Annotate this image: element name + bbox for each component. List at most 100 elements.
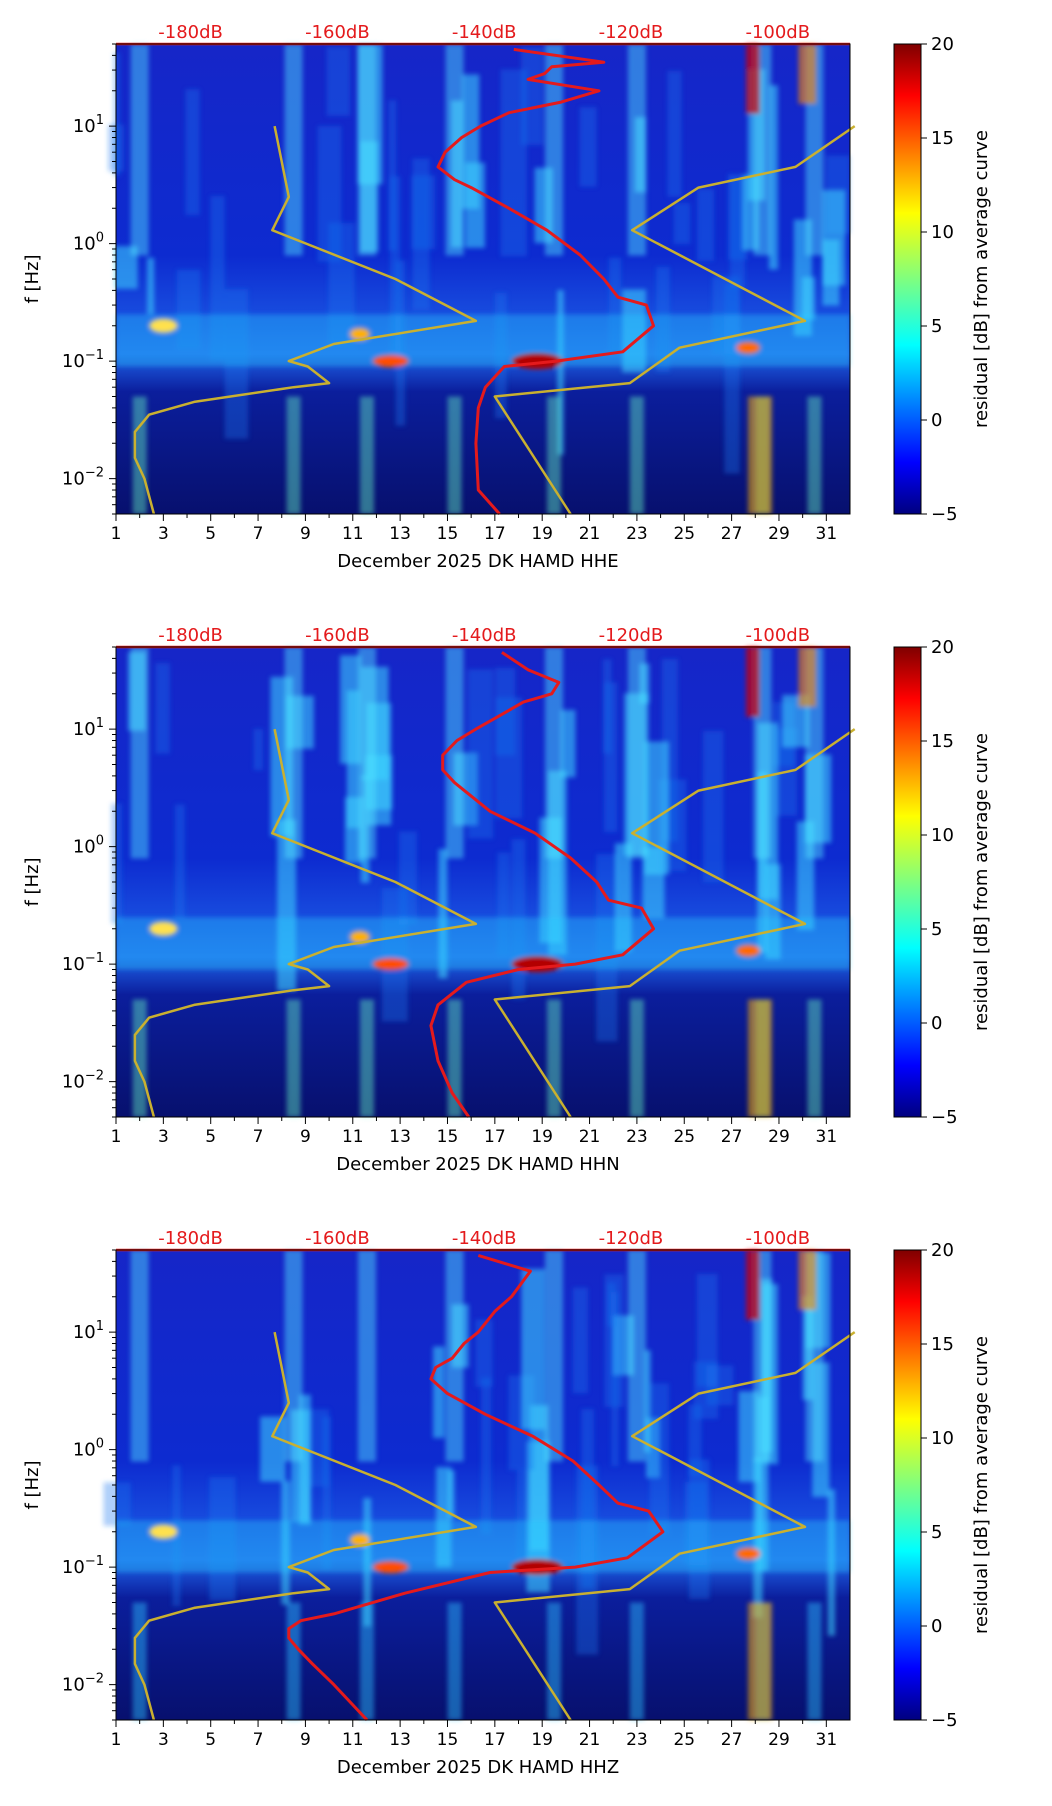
heatmap-streak (629, 396, 644, 514)
colorbar-tick-label: 5 (931, 1522, 942, 1543)
heatmap-streak (284, 44, 303, 256)
top-axis-label: -100dB (745, 625, 810, 646)
colorbar-tick-label: 10 (931, 222, 954, 243)
hotspot (349, 328, 370, 341)
x-tick-label: 1 (111, 1127, 122, 1147)
heatmap-streak (447, 999, 462, 1117)
x-axis-label: December 2025 DK HAMD HHN (336, 1154, 619, 1175)
x-tick-label: 5 (205, 1730, 216, 1750)
heatmap-streak (447, 1602, 462, 1720)
y-tick-label: 100 (73, 231, 104, 255)
heatmap-streak (155, 662, 170, 754)
colorbar-tick-label: 15 (931, 128, 954, 149)
heatmap-streak (357, 44, 376, 256)
heatmap-texture (103, 1250, 850, 1720)
microseism-band (116, 1520, 850, 1573)
heatmap-streak (644, 1350, 651, 1453)
heatmap-streak (286, 999, 301, 1117)
heatmap-streak (627, 1250, 646, 1462)
x-tick-label: 25 (673, 524, 695, 544)
heatmap-streak (462, 74, 480, 209)
top-axis-label: -180dB (158, 625, 223, 646)
top-axis-label: -160dB (305, 22, 370, 43)
x-tick-label: 11 (342, 1127, 364, 1147)
colorbar: 20 15 10 5 0 −5 residual [dB] from average cur… (893, 1240, 992, 1731)
heatmap-streak (516, 1469, 528, 1570)
heatmap-streak (132, 1602, 147, 1720)
x-tick-label: 23 (626, 524, 648, 544)
x-tick-label: 21 (579, 1730, 601, 1750)
colorbar-tick-label: 15 (931, 1334, 954, 1355)
hotspot (736, 341, 761, 354)
x-tick-label: 3 (158, 524, 169, 544)
hotspot (745, 647, 760, 717)
heatmap-streak (132, 396, 147, 514)
heatmap-streak (326, 47, 351, 116)
y-tick-label: 10−2 (62, 1069, 104, 1093)
x-tick-label: 19 (531, 1730, 553, 1750)
x-tick-label: 17 (484, 1127, 506, 1147)
hotspot (748, 999, 773, 1117)
top-axis-label: -160dB (305, 625, 370, 646)
heatmap-streak (697, 188, 715, 261)
heatmap-streak (495, 697, 523, 819)
x-axis-label: December 2025 DK HAMD HHE (337, 551, 618, 572)
heatmap-streak (388, 100, 397, 251)
x-tick-label: 27 (721, 1127, 743, 1147)
x-tick-label: 31 (816, 1730, 838, 1750)
y-tick-label: 10−1 (62, 1554, 104, 1578)
colorbar: 20 15 10 5 0 −5 residual [dB] from average cur… (893, 637, 992, 1128)
heatmap-streak (807, 396, 822, 514)
noise-model-curve (133, 728, 478, 1118)
x-tick-label: 11 (342, 524, 364, 544)
x-axis-label: December 2025 DK HAMD HHZ (337, 1757, 619, 1778)
colorbar-label: residual [dB] from average curve (971, 1336, 992, 1634)
heatmap-streak (606, 1282, 616, 1327)
x-tick-label: 11 (342, 1730, 364, 1750)
heatmap-streak (629, 1602, 644, 1720)
heatmap-streak (175, 804, 185, 918)
y-tick-label: 101 (73, 1319, 104, 1343)
x-tick-label: 3 (158, 1730, 169, 1750)
y-tick-label: 10−1 (62, 348, 104, 372)
y-axis-label: f [Hz] (22, 857, 43, 906)
hotspot (372, 958, 409, 971)
hotspot (745, 1250, 760, 1320)
heatmap-streak (389, 176, 401, 355)
noise-model-curve (133, 1331, 478, 1721)
microseism-band (116, 917, 850, 970)
x-tick-label: 25 (673, 1730, 695, 1750)
x-tick-label: 9 (300, 1730, 311, 1750)
top-axis-label: -140dB (452, 625, 517, 646)
x-tick-label: 7 (253, 1127, 264, 1147)
heatmap-streak (481, 1377, 492, 1534)
x-tick-label: 15 (437, 1730, 459, 1750)
x-tick-label: 3 (158, 1127, 169, 1147)
heatmap-streak (822, 239, 840, 306)
x-tick-label: 17 (484, 1730, 506, 1750)
heatmap-streak (322, 1416, 331, 1570)
x-tick-label: 7 (253, 524, 264, 544)
top-axis-label: -100dB (745, 1228, 810, 1249)
heatmap-streak (603, 682, 618, 833)
heatmap-streak (475, 1319, 493, 1387)
colorbar-tick-label: −5 (931, 1107, 958, 1128)
heatmap-streak (757, 1396, 769, 1572)
x-tick-label: 1 (111, 1730, 122, 1750)
heatmap-streak (346, 690, 360, 829)
heatmap-streak (649, 1383, 670, 1534)
colorbar-tick-label: 20 (931, 34, 954, 55)
y-axis-label: f [Hz] (22, 1460, 43, 1509)
colorbar-tick-label: 0 (931, 1013, 942, 1034)
hotspot (748, 396, 773, 514)
heatmap-streak (260, 1416, 286, 1482)
heatmap-streak (702, 730, 724, 883)
heatmap-streak (359, 1602, 374, 1720)
heatmap-streak (286, 1602, 301, 1720)
x-tick-label: 13 (389, 524, 411, 544)
x-tick-label: 29 (768, 524, 790, 544)
colorbar-label: residual [dB] from average curve (971, 733, 992, 1031)
top-axis-label: -100dB (745, 22, 810, 43)
